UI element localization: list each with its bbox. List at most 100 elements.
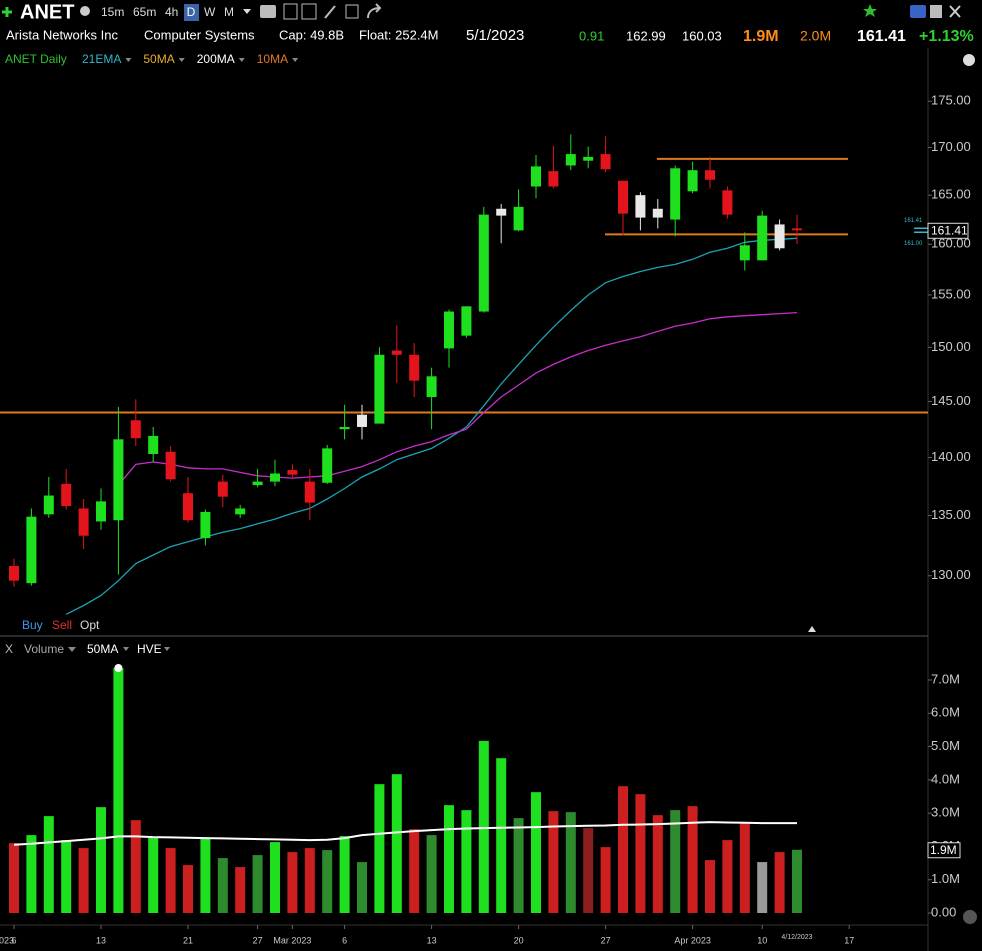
interval-button[interactable]: M (224, 5, 234, 19)
volume-bar (9, 843, 19, 914)
interval-button[interactable]: 65m (133, 5, 156, 19)
volume-bar (583, 828, 594, 914)
palette-icon[interactable] (963, 54, 975, 66)
price-marker (914, 227, 928, 234)
collapse-icon[interactable] (808, 626, 816, 632)
interval-button[interactable]: W (204, 5, 216, 19)
volume-bar (426, 835, 437, 914)
volume-bar (565, 812, 576, 914)
candle-body (600, 154, 611, 170)
volume-bar (26, 835, 37, 914)
settings-icon[interactable] (80, 6, 90, 16)
interval-button[interactable]: 4h (165, 5, 178, 19)
candle-body (270, 473, 280, 482)
volume-bar (409, 829, 420, 914)
candle-body (304, 481, 315, 503)
volume-bar (322, 850, 333, 914)
candle-body (200, 511, 211, 539)
change: 0.91 (579, 28, 604, 43)
chart-title: ANET Daily (5, 52, 67, 66)
quote-date: 5/1/2023 (466, 27, 524, 44)
tool-icon[interactable] (260, 5, 276, 18)
volume-bar (78, 848, 89, 914)
share-icon[interactable] (367, 3, 382, 19)
tool-icon[interactable] (345, 4, 359, 19)
symbol[interactable]: ANET (20, 1, 74, 23)
close-icon[interactable] (949, 5, 961, 18)
sell-button[interactable]: Sell (52, 618, 72, 632)
volume-bar (652, 815, 663, 914)
legend-item[interactable]: 10MA (257, 52, 288, 66)
volume-bar (96, 807, 106, 914)
volume-bar (774, 852, 785, 914)
y-tick-label: 6.0M (931, 705, 960, 720)
tool-icon[interactable] (301, 3, 317, 20)
volume-bar (444, 805, 454, 914)
price-box (927, 222, 969, 239)
candle-body (496, 208, 507, 216)
y-tick-label: 7.0M (931, 671, 960, 686)
candle-body (739, 245, 750, 261)
candle-body (687, 170, 698, 192)
y-tick-label: 135.00 (931, 507, 971, 522)
volume-bar (113, 667, 124, 914)
tool-icon[interactable] (283, 3, 298, 20)
star-icon[interactable] (863, 4, 877, 17)
legend-item[interactable]: 50MA (87, 642, 118, 656)
volume-bar (478, 740, 489, 914)
volume-bar (548, 811, 559, 914)
dropdown-icon (292, 58, 299, 62)
buy-button[interactable]: Buy (22, 618, 43, 632)
volume-box-label: 1.9M (930, 843, 957, 857)
candle-body (78, 508, 89, 536)
volume-bar (252, 855, 263, 914)
volume-bar (43, 816, 54, 914)
candle-body (670, 168, 681, 220)
interval-selected (184, 4, 199, 21)
ma-line (65, 237, 798, 615)
candle-body (339, 426, 350, 430)
s-icon[interactable] (910, 5, 926, 18)
last-price: 161.41 (857, 28, 906, 45)
draw-icon[interactable] (324, 5, 336, 19)
candle-body (757, 215, 768, 261)
add-icon[interactable] (2, 7, 12, 17)
candle-body (635, 195, 646, 218)
volume-bar (687, 806, 698, 914)
volume: 1.9M (743, 28, 779, 45)
volume-bar (148, 837, 159, 914)
company-name: Arista Networks Inc (6, 27, 118, 42)
volume-bar (757, 862, 768, 914)
candle-body (548, 171, 559, 187)
volume-bar (391, 774, 402, 914)
volume-bar (792, 849, 802, 914)
candle-body (478, 214, 489, 312)
dropdown-icon[interactable] (243, 9, 251, 14)
dropdown-icon[interactable] (68, 647, 76, 652)
legend-item[interactable]: 200MA (197, 52, 235, 66)
interval-button[interactable]: D (187, 5, 196, 19)
legend-item[interactable]: 50MA (143, 52, 174, 66)
x-tick-label: 21 (183, 935, 193, 945)
dropdown-icon (125, 58, 132, 62)
save-icon[interactable] (930, 5, 942, 18)
interval-button[interactable]: 15m (101, 5, 124, 19)
close-panel[interactable]: X (5, 642, 13, 656)
volume-bar (217, 858, 228, 914)
candle-body (652, 208, 663, 218)
y-tick-label: 140.00 (931, 449, 971, 464)
legend-item[interactable]: 21EMA (82, 52, 121, 66)
candle-body (792, 228, 802, 231)
volume-bar (357, 862, 367, 914)
volume-title: Volume (24, 642, 64, 656)
candle-body (426, 376, 437, 398)
candle-body (705, 170, 715, 180)
volume-bar (670, 810, 681, 914)
legend-item[interactable]: HVE (137, 642, 162, 656)
options-button[interactable]: Opt (80, 618, 100, 632)
dropdown-icon (123, 647, 129, 651)
y-tick-label: 160.00 (931, 236, 971, 251)
y-tick-label: 150.00 (931, 339, 971, 354)
candle-body (235, 508, 246, 515)
x-tick-label: 27 (601, 935, 611, 945)
